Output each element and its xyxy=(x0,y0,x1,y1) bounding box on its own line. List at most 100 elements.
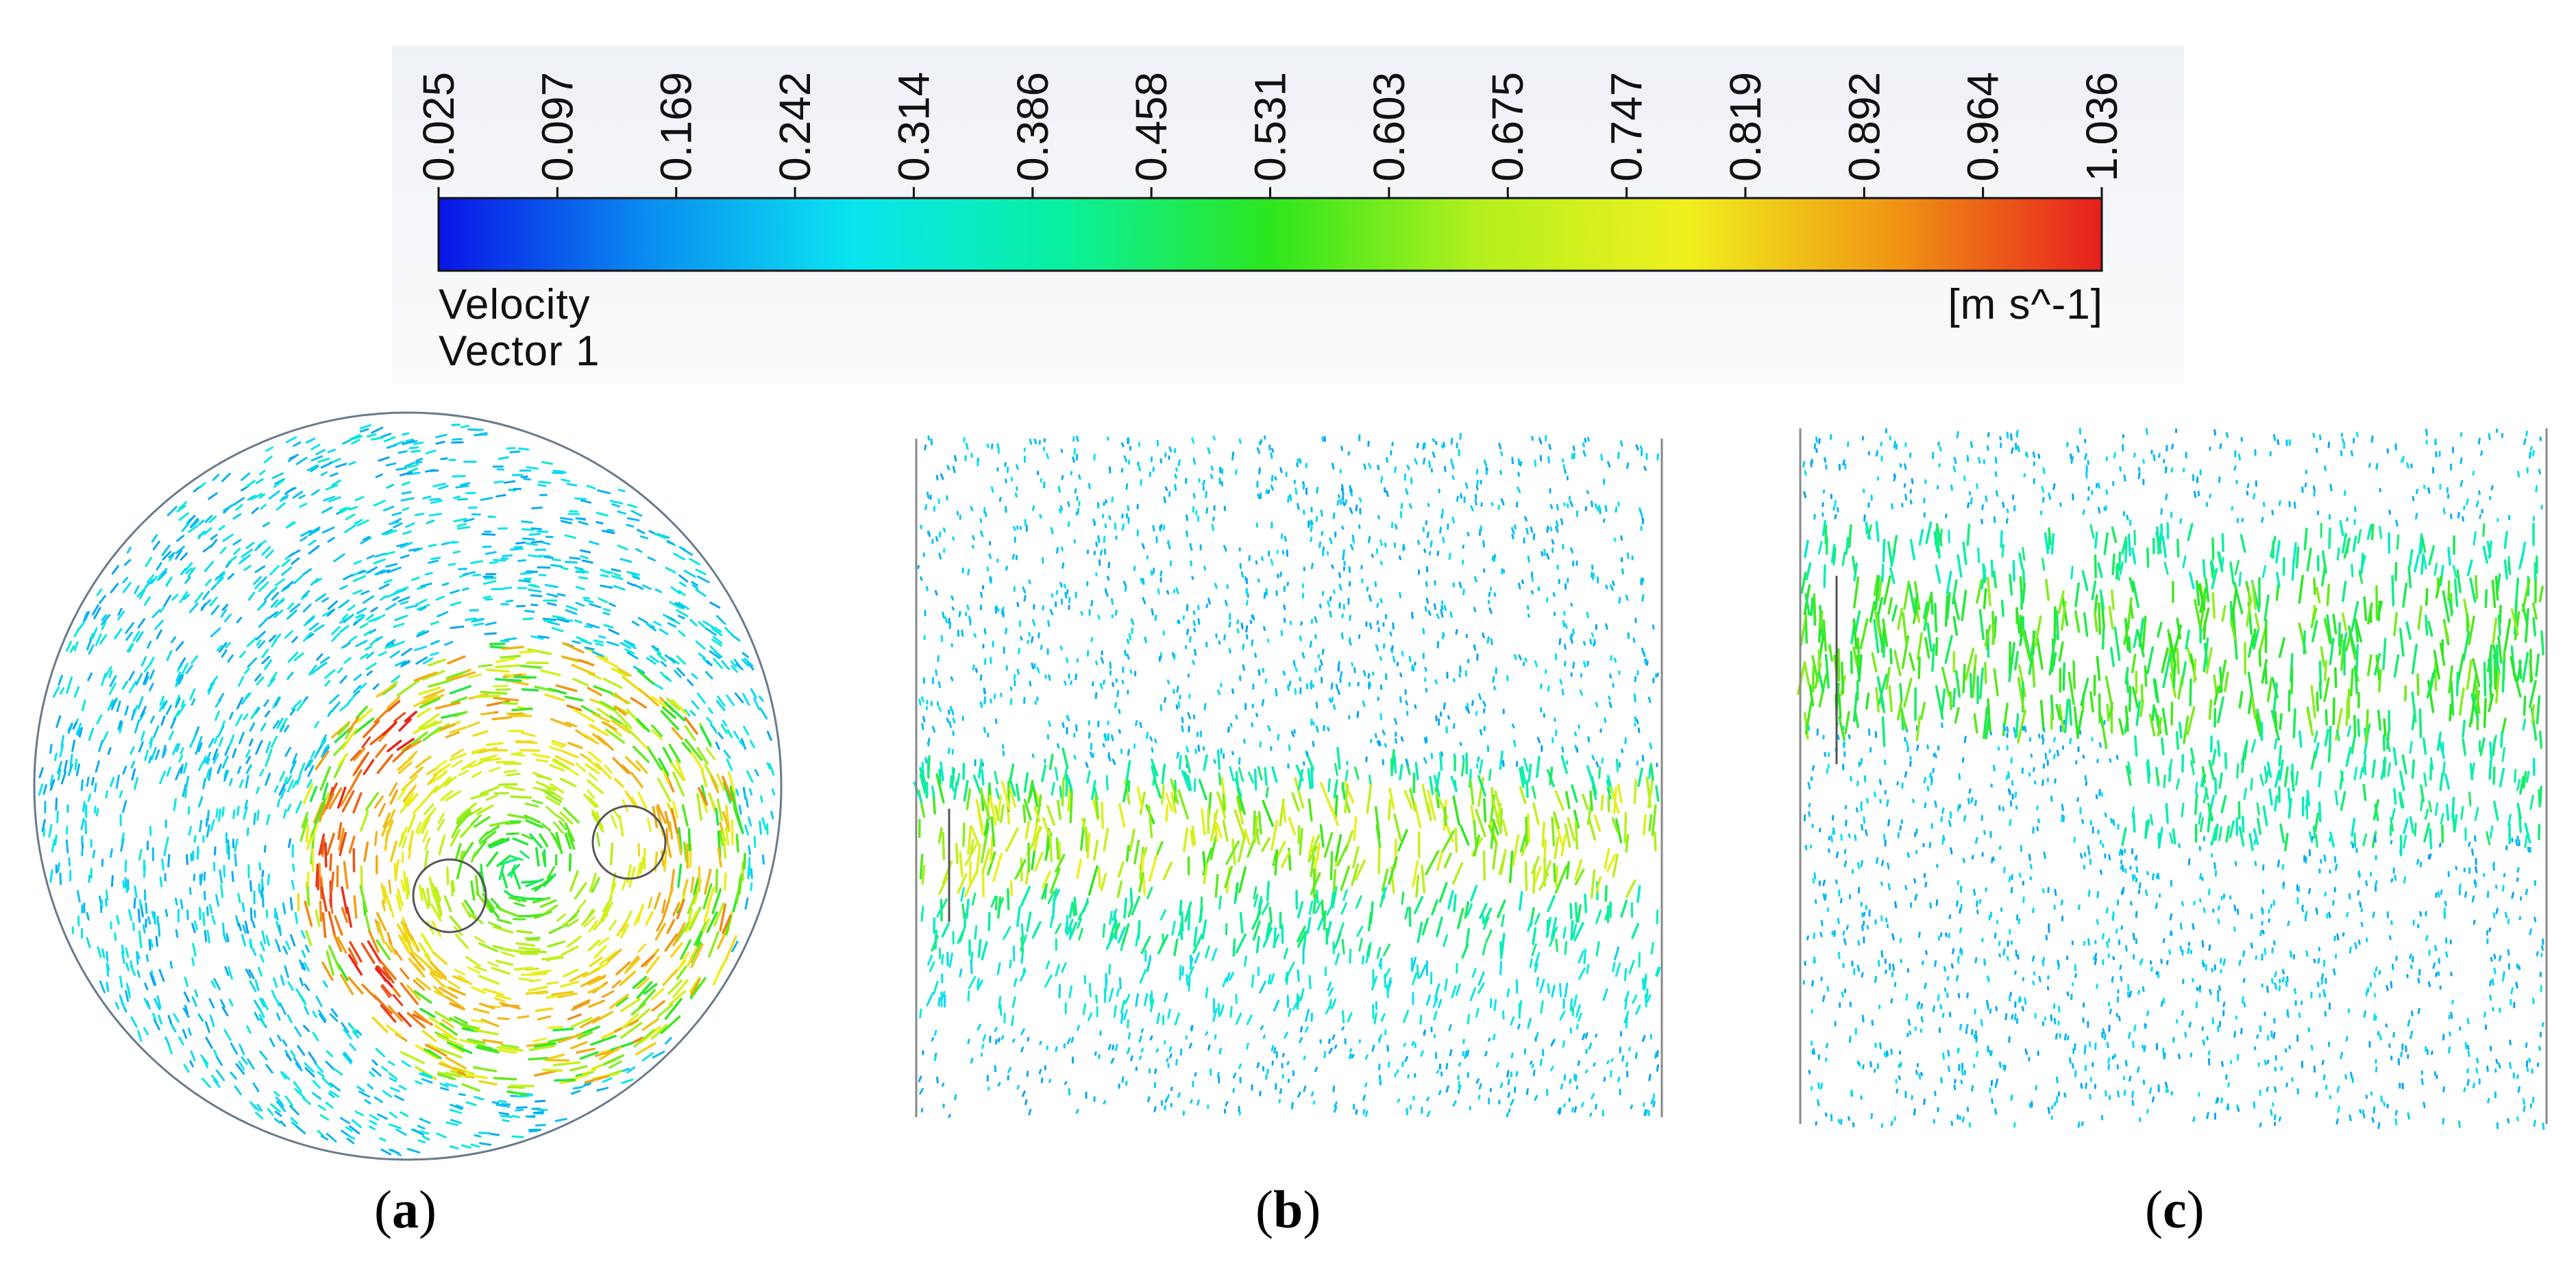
velocity-vector xyxy=(628,1036,644,1046)
velocity-vector xyxy=(278,599,284,605)
velocity-vector xyxy=(380,960,397,981)
velocity-vector xyxy=(593,944,607,960)
velocity-vector xyxy=(1351,662,1354,667)
velocity-vector xyxy=(1568,496,1571,501)
velocity-vector xyxy=(1605,585,1608,589)
velocity-vector xyxy=(310,818,319,838)
velocity-vector xyxy=(498,862,505,881)
impeller-right xyxy=(591,805,667,880)
velocity-vector xyxy=(374,552,386,558)
velocity-vector xyxy=(1458,581,1462,589)
velocity-vector xyxy=(352,756,367,777)
velocity-vector xyxy=(400,920,410,936)
velocity-vector xyxy=(258,740,263,747)
velocity-vector xyxy=(1489,822,1498,842)
velocity-vector xyxy=(1283,618,1286,623)
velocity-vector xyxy=(545,805,558,817)
velocity-vector xyxy=(286,609,297,620)
velocity-vector xyxy=(125,947,130,958)
velocity-vector xyxy=(244,920,249,934)
velocity-vector xyxy=(401,648,413,657)
legend-tick-label: 0.025 xyxy=(414,72,463,182)
velocity-vector xyxy=(238,1043,245,1055)
velocity-vector xyxy=(1267,489,1271,495)
velocity-vector xyxy=(602,677,623,689)
velocity-vector xyxy=(931,1037,935,1042)
velocity-vector xyxy=(403,792,415,805)
velocity-vector xyxy=(1491,787,1495,809)
velocity-vector xyxy=(310,823,319,842)
velocity-vector xyxy=(422,726,442,742)
velocity-vector xyxy=(668,744,681,764)
velocity-vector xyxy=(160,715,166,726)
velocity-vector xyxy=(223,770,229,782)
velocity-vector xyxy=(354,618,362,624)
velocity-vector xyxy=(86,937,91,949)
velocity-vector xyxy=(49,779,56,791)
velocity-vector xyxy=(1312,740,1315,747)
velocity-vector xyxy=(950,676,954,681)
velocity-vector xyxy=(1107,720,1109,726)
velocity-vector xyxy=(375,967,393,988)
velocity-vector xyxy=(1140,479,1142,486)
velocity-vector xyxy=(566,936,582,948)
velocity-vector xyxy=(331,720,351,739)
velocity-vector xyxy=(1559,1010,1566,1021)
velocity-vector xyxy=(1075,673,1078,681)
velocity-vector xyxy=(552,759,567,769)
velocity-vector xyxy=(937,681,941,689)
velocity-vector xyxy=(398,761,413,774)
velocity-vector xyxy=(121,944,125,955)
velocity-vector xyxy=(969,838,974,856)
velocity-vector xyxy=(521,520,533,524)
velocity-vector xyxy=(696,931,703,947)
velocity-vector xyxy=(1103,734,1107,742)
velocity-vector xyxy=(1435,441,1438,445)
velocity-vector xyxy=(219,999,226,1008)
velocity-vector xyxy=(1543,839,1547,864)
velocity-vector xyxy=(1318,603,1322,609)
velocity-vector xyxy=(1186,514,1189,522)
impeller-left xyxy=(412,858,487,933)
velocity-vector xyxy=(1297,930,1307,948)
velocity-vector xyxy=(1229,766,1235,781)
velocity-vector xyxy=(1425,850,1440,876)
velocity-vector xyxy=(300,930,306,939)
velocity-vector xyxy=(744,824,750,835)
velocity-vector xyxy=(318,862,321,879)
velocity-vector xyxy=(210,583,218,591)
velocity-vector xyxy=(299,818,309,842)
velocity-vector xyxy=(287,981,294,991)
velocity-vector xyxy=(611,872,617,893)
velocity-vector xyxy=(444,1071,462,1078)
velocity-vector xyxy=(255,742,262,755)
velocity-vector xyxy=(946,718,949,723)
velocity-vector xyxy=(1470,885,1478,902)
velocity-vector xyxy=(742,787,747,801)
velocity-vector xyxy=(1108,1043,1112,1051)
velocity-vector xyxy=(1174,779,1177,792)
velocity-vector xyxy=(1098,1054,1101,1060)
velocity-vector xyxy=(1342,501,1346,506)
velocity-vector xyxy=(437,611,449,618)
velocity-vector xyxy=(724,872,727,891)
velocity-vector xyxy=(258,1014,266,1026)
velocity-vector xyxy=(138,711,146,722)
velocity-vector xyxy=(276,1012,281,1021)
velocity-vector xyxy=(119,722,123,733)
velocity-vector xyxy=(1532,785,1536,799)
velocity-vector xyxy=(95,808,99,817)
velocity-vector xyxy=(1607,461,1611,468)
velocity-vector xyxy=(1639,509,1643,517)
velocity-vector xyxy=(1351,1053,1355,1059)
velocity-vector xyxy=(1312,721,1315,726)
velocity-vector xyxy=(548,923,569,934)
velocity-vector xyxy=(1004,462,1007,467)
velocity-vector xyxy=(435,777,452,792)
velocity-vector xyxy=(1534,952,1541,967)
velocity-vector xyxy=(979,591,983,598)
velocity-vector xyxy=(321,526,335,534)
velocity-vector xyxy=(580,975,601,988)
velocity-vector xyxy=(712,635,723,644)
velocity-vector xyxy=(208,492,218,500)
